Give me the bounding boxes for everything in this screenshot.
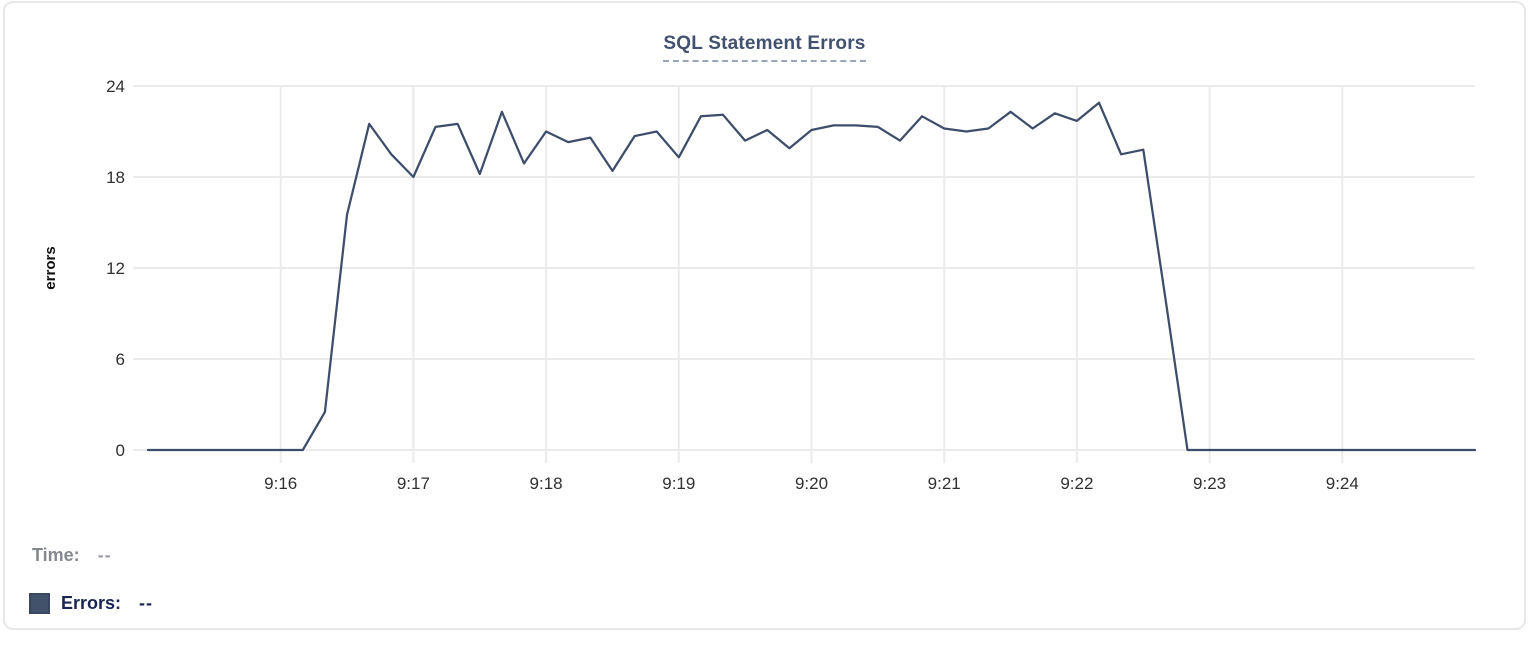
time-value: -- [97,545,112,565]
svg-text:9:19: 9:19 [662,474,695,493]
svg-text:9:22: 9:22 [1060,474,1093,493]
svg-text:12: 12 [106,259,125,278]
y-axis-tick-labels: 0 6 12 18 24 [106,77,125,460]
sql-errors-line-chart[interactable]: 0 6 12 18 24 9:16 9:17 9:18 9:19 9:20 9:21 9:22 9:2… [5,3,1528,513]
svg-text:6: 6 [116,350,125,369]
svg-text:9:23: 9:23 [1193,474,1226,493]
chart-title[interactable]: SQL Statement Errors [663,33,866,62]
tooltip-time-row: Time: -- [32,545,112,566]
svg-text:9:21: 9:21 [928,474,961,493]
x-axis-tick-labels: 9:16 9:17 9:18 9:19 9:20 9:21 9:22 9:23 9:24 [264,474,1359,493]
time-label: Time: [32,545,80,565]
chart-header: SQL Statement Errors [5,33,1524,62]
svg-text:9:17: 9:17 [397,474,430,493]
errors-value: -- [139,593,154,613]
errors-label: Errors: [61,593,122,613]
svg-text:24: 24 [106,77,125,96]
svg-text:18: 18 [106,168,125,187]
svg-text:9:24: 9:24 [1326,474,1359,493]
svg-text:9:18: 9:18 [530,474,563,493]
svg-text:9:20: 9:20 [795,474,828,493]
errors-series-swatch [29,593,50,614]
legend-errors-row: Errors: -- [29,593,153,614]
grid-lines [133,85,1475,463]
chart-card: SQL Statement Errors 0 6 12 18 24 9:16 9:17 9:… [3,1,1526,630]
errors-series-line [146,101,1477,452]
y-axis-title: errors [42,246,59,289]
svg-text:9:16: 9:16 [264,474,297,493]
svg-text:0: 0 [116,441,125,460]
